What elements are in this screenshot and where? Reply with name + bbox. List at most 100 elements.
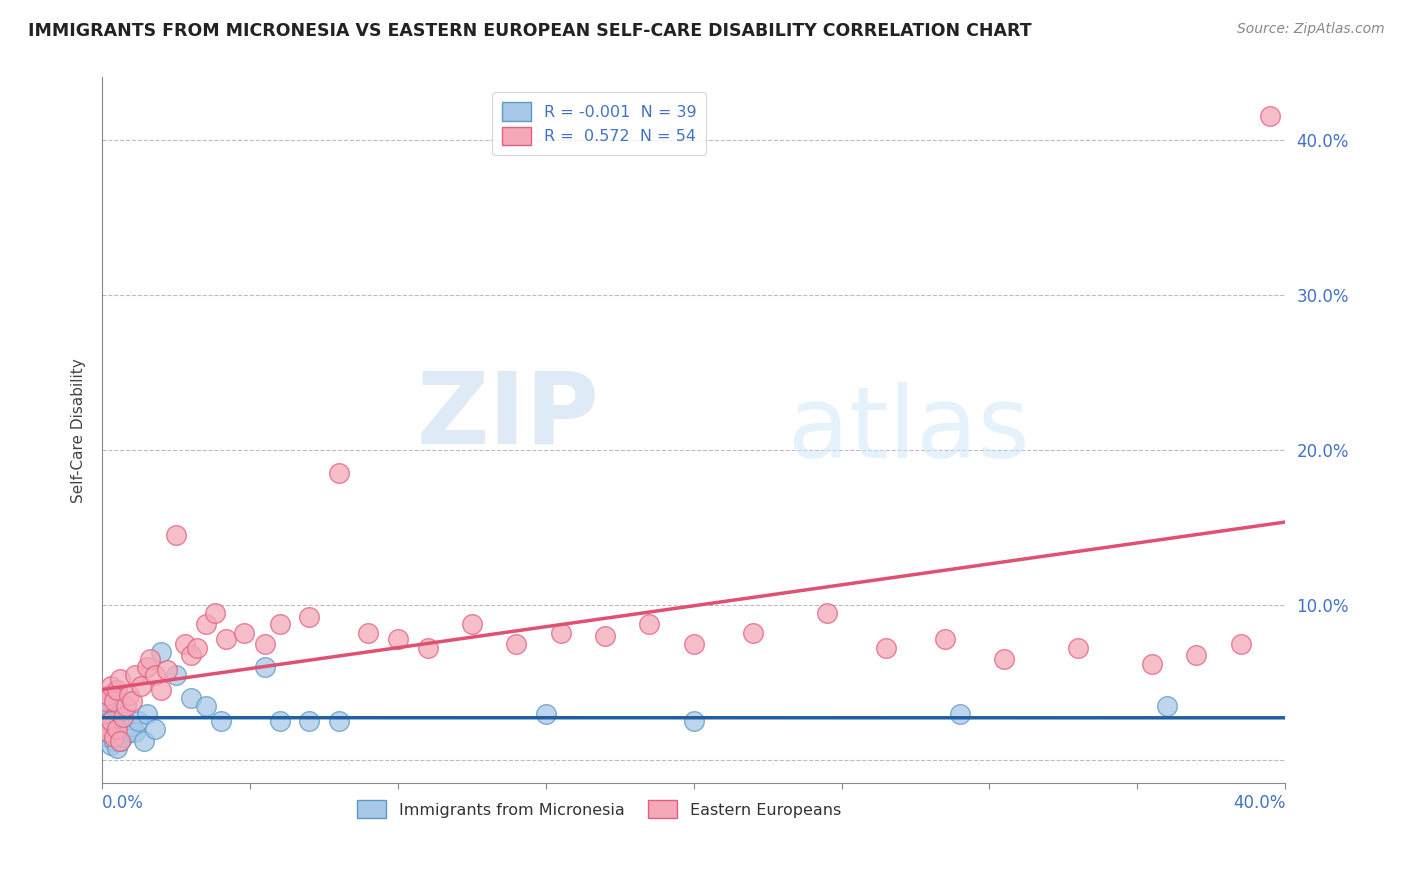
Point (550, 626, 572, 640)
Point (103, 688, 125, 702)
Point (100, 714, 122, 729)
Point (105, 683, 128, 698)
Point (269, 714, 291, 729)
Point (105, 702, 128, 716)
Point (298, 610, 321, 624)
Point (682, 714, 704, 729)
Point (505, 637, 527, 651)
Point (875, 641, 897, 656)
Point (1185, 648, 1208, 662)
Point (150, 683, 173, 698)
Point (233, 626, 256, 640)
Point (97, 725, 120, 739)
Point (127, 714, 149, 729)
Point (97, 714, 120, 729)
Point (121, 719, 143, 733)
Point (132, 734, 155, 748)
Point (108, 734, 131, 748)
Point (1260, 109, 1282, 123)
Point (145, 722, 167, 736)
Point (593, 629, 616, 643)
Point (194, 698, 217, 713)
Point (97, 730, 120, 744)
Point (121, 694, 143, 708)
Point (100, 738, 122, 752)
Point (186, 641, 208, 656)
Point (180, 648, 202, 662)
Text: atlas: atlas (789, 382, 1031, 479)
Point (204, 606, 226, 620)
Point (100, 714, 122, 729)
Point (94, 694, 117, 708)
Point (129, 679, 152, 693)
Point (105, 725, 128, 739)
Point (145, 667, 167, 681)
Text: 0.0%: 0.0% (103, 794, 143, 813)
Point (1230, 637, 1253, 651)
Point (124, 667, 146, 681)
Point (949, 706, 972, 721)
Point (108, 734, 131, 748)
Point (253, 637, 276, 651)
Point (298, 714, 321, 729)
Point (103, 734, 125, 748)
Point (105, 722, 128, 736)
Point (94, 722, 117, 736)
Point (638, 616, 661, 631)
Point (741, 626, 763, 640)
Point (108, 706, 131, 721)
Point (111, 730, 134, 744)
Point (124, 725, 146, 739)
Point (138, 652, 160, 666)
Point (387, 632, 409, 646)
Point (534, 706, 557, 721)
Point (115, 698, 138, 713)
Point (215, 632, 238, 646)
Point (115, 722, 138, 736)
Point (328, 714, 350, 729)
Point (156, 663, 179, 677)
Point (174, 637, 197, 651)
Legend: Immigrants from Micronesia, Eastern Europeans: Immigrants from Micronesia, Eastern Euro… (350, 794, 848, 825)
Point (111, 709, 134, 723)
Point (103, 709, 125, 723)
Text: 40.0%: 40.0% (1233, 794, 1285, 813)
Point (111, 714, 134, 729)
Point (815, 606, 838, 620)
Point (416, 641, 439, 656)
Point (103, 694, 125, 708)
Point (328, 466, 350, 480)
Point (105, 740, 128, 755)
Point (135, 706, 157, 721)
Point (194, 616, 217, 631)
Point (94, 706, 117, 721)
Text: IMMIGRANTS FROM MICRONESIA VS EASTERN EUROPEAN SELF-CARE DISABILITY CORRELATION : IMMIGRANTS FROM MICRONESIA VS EASTERN EU… (28, 22, 1032, 40)
Text: ZIP: ZIP (416, 368, 599, 465)
Point (682, 637, 704, 651)
Point (934, 632, 956, 646)
Point (993, 652, 1015, 666)
Point (108, 673, 131, 687)
Point (165, 667, 187, 681)
Point (1140, 657, 1163, 671)
Point (180, 691, 202, 706)
Point (1156, 698, 1178, 713)
Point (150, 644, 173, 658)
Point (269, 616, 291, 631)
Point (135, 660, 157, 674)
Point (118, 725, 141, 739)
Point (100, 694, 122, 708)
Point (100, 679, 122, 693)
Point (103, 730, 125, 744)
Point (97, 688, 120, 702)
Point (209, 714, 232, 729)
Text: Source: ZipAtlas.com: Source: ZipAtlas.com (1237, 22, 1385, 37)
Point (118, 688, 141, 702)
Point (1067, 641, 1090, 656)
Point (97, 698, 120, 713)
Point (357, 626, 380, 640)
Y-axis label: Self-Care Disability: Self-Care Disability (72, 358, 86, 503)
Point (94, 719, 117, 733)
Point (165, 528, 187, 542)
Point (253, 660, 276, 674)
